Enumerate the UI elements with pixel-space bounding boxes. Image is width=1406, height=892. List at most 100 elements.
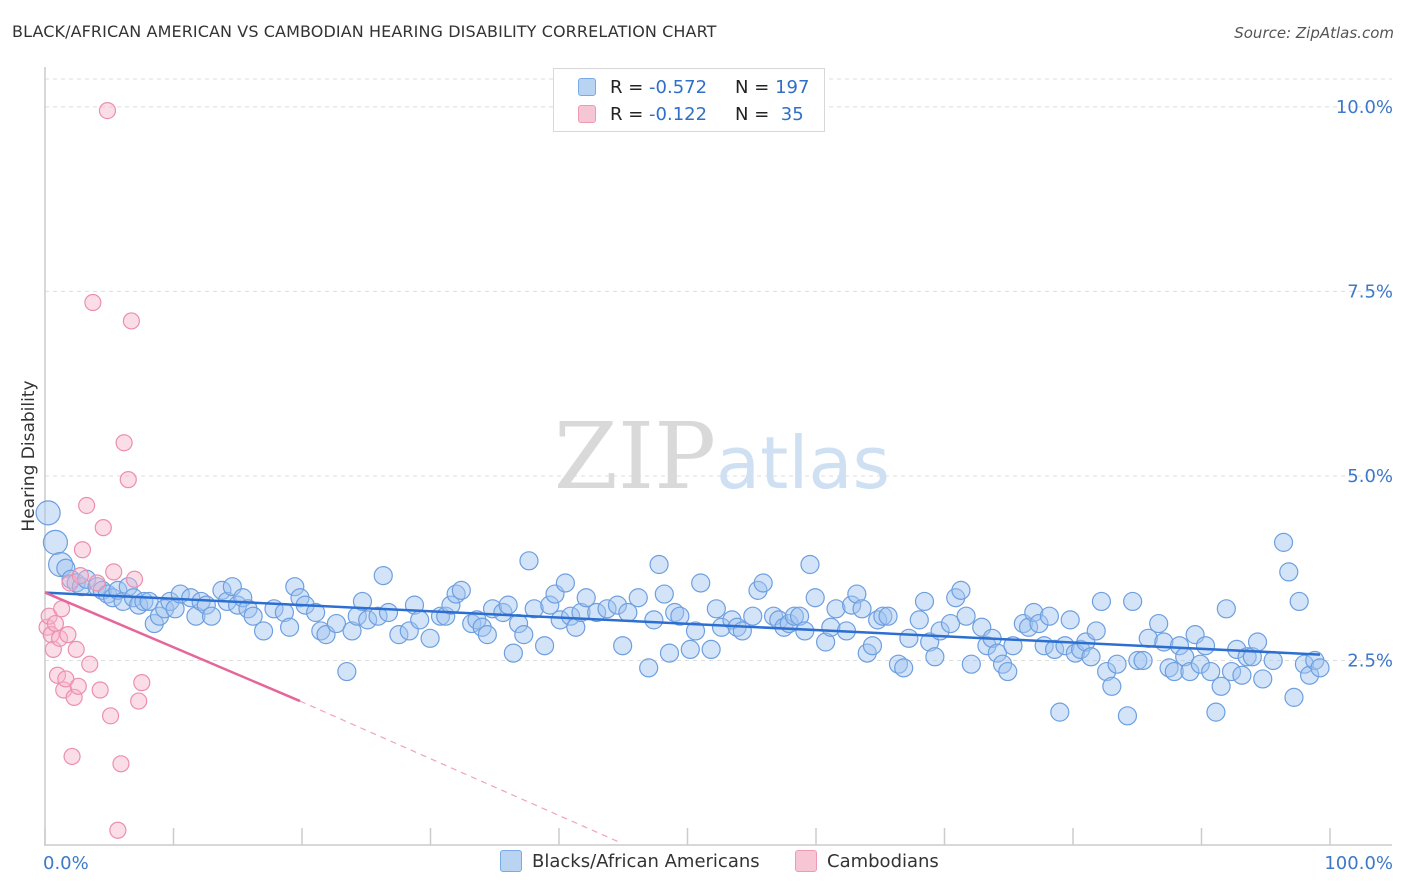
- n-label: N =: [735, 103, 770, 125]
- point-blacks: [842, 595, 862, 615]
- point-blacks: [1044, 639, 1065, 660]
- trendline-blacks: [44, 591, 1321, 656]
- point-blacks: [753, 573, 773, 593]
- point-blacks: [607, 595, 628, 615]
- point-cambodians: [57, 670, 75, 688]
- point-blacks: [816, 632, 836, 652]
- point-blacks: [597, 599, 617, 619]
- point-blacks: [1149, 613, 1169, 634]
- point-blacks: [909, 610, 929, 630]
- r-value: -0.122: [649, 103, 708, 125]
- watermark-zip: ZIP: [554, 403, 716, 510]
- point-blacks: [784, 606, 804, 626]
- point-cambodians: [98, 101, 117, 120]
- point-blacks: [451, 580, 471, 600]
- swatch-blacks: [578, 78, 596, 96]
- point-blacks: [540, 595, 560, 615]
- point-blacks: [613, 636, 633, 656]
- trendline-cambodians: [44, 591, 301, 703]
- point-blacks: [1221, 661, 1242, 682]
- r-label: R =: [610, 76, 644, 98]
- point-blacks: [670, 606, 690, 626]
- point-blacks: [1299, 665, 1320, 685]
- point-blacks: [306, 602, 326, 623]
- point-blacks: [789, 606, 810, 626]
- point-blacks: [503, 643, 523, 663]
- point-blacks: [243, 606, 263, 626]
- point-blacks: [1039, 606, 1059, 626]
- point-blacks: [1273, 532, 1294, 552]
- point-blacks: [181, 588, 201, 608]
- legend-label-cambodians: Cambodians: [827, 850, 939, 872]
- point-cambodians: [65, 688, 83, 706]
- point-blacks: [1169, 636, 1190, 656]
- point-blacks: [1133, 650, 1153, 671]
- point-blacks: [576, 588, 596, 608]
- legend-label-blacks: Blacks/African Americans: [532, 850, 760, 872]
- point-blacks: [1029, 613, 1049, 634]
- point-blacks: [1128, 650, 1148, 671]
- point-cambodians: [50, 629, 69, 647]
- point-blacks: [1195, 636, 1216, 656]
- point-blacks: [253, 621, 274, 641]
- point-blacks: [587, 602, 607, 623]
- axes: 0.0% 100.0%: [43, 67, 1393, 874]
- point-blacks: [1097, 661, 1117, 682]
- stats-legend: R = -0.572 N = 197 R = -0.122 N = 35: [553, 68, 825, 132]
- point-cambodians: [133, 674, 151, 692]
- point-blacks: [1263, 650, 1283, 671]
- legend-swatch-cambodians: [795, 850, 817, 872]
- point-cambodians: [101, 707, 120, 725]
- legend-item-blacks[interactable]: Blacks/African Americans: [500, 850, 760, 872]
- point-blacks: [571, 602, 591, 623]
- stats-row-cambodians: R = -0.122 N = 35: [578, 100, 804, 128]
- point-blacks: [685, 621, 706, 641]
- point-blacks: [311, 621, 331, 641]
- point-blacks: [821, 617, 841, 637]
- point-cambodians: [94, 519, 112, 537]
- point-blacks: [1216, 599, 1236, 619]
- point-blacks: [561, 606, 581, 626]
- point-cambodians: [48, 666, 67, 684]
- y-tick-label: 10.0%: [1336, 97, 1393, 118]
- point-blacks: [800, 554, 820, 575]
- point-blacks: [326, 613, 347, 634]
- point-cambodians: [69, 677, 87, 695]
- point-cambodians: [42, 626, 60, 644]
- point-blacks: [628, 588, 648, 608]
- y-tick-label: 5.0%: [1347, 466, 1393, 487]
- point-blacks: [956, 606, 976, 626]
- point-blacks: [998, 661, 1018, 682]
- point-cambodians: [71, 566, 89, 585]
- point-blacks: [1211, 676, 1231, 696]
- point-blacks: [899, 628, 919, 648]
- watermark-atlas: atlas: [716, 421, 890, 505]
- legend-item-cambodians[interactable]: Cambodians: [795, 850, 939, 872]
- point-blacks: [1206, 702, 1226, 722]
- point-cambodians: [63, 747, 81, 766]
- point-blacks: [368, 606, 388, 626]
- x-tick-label: 0.0%: [43, 853, 89, 874]
- point-blacks: [940, 613, 961, 634]
- point-blacks: [373, 565, 393, 586]
- point-blacks: [706, 599, 726, 619]
- stats-row-blacks: R = -0.572 N = 197: [578, 73, 809, 101]
- point-cambodians: [122, 312, 140, 330]
- point-cambodians: [73, 541, 92, 559]
- y-axis-label: Hearing Disability: [19, 380, 39, 531]
- point-cambodians: [84, 293, 102, 312]
- point-blacks: [358, 610, 378, 630]
- gridlines: 2.5% 5.0% 7.5% 10.0%: [45, 78, 1393, 671]
- point-blacks: [514, 625, 534, 645]
- chart-title: BLACK/AFRICAN AMERICAN VS CAMBODIAN HEAR…: [12, 22, 717, 41]
- point-blacks: [337, 661, 357, 682]
- point-cambodians: [115, 434, 133, 452]
- point-blacks: [498, 595, 518, 615]
- point-blacks: [691, 573, 711, 593]
- point-blacks: [35, 500, 61, 526]
- points: [35, 101, 1330, 839]
- point-blacks: [1247, 632, 1268, 652]
- source-label: Source: ZipAtlas.com: [1234, 24, 1394, 42]
- point-blacks: [888, 654, 909, 674]
- point-blacks: [1050, 702, 1070, 722]
